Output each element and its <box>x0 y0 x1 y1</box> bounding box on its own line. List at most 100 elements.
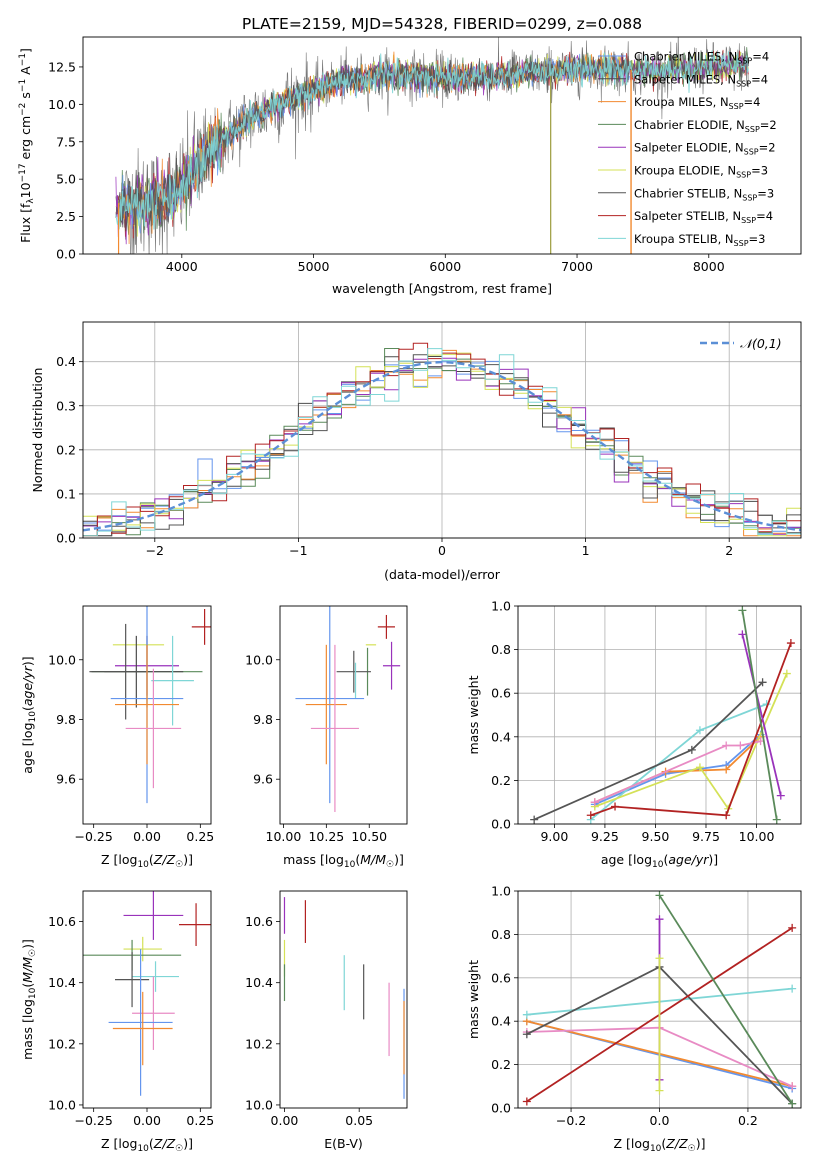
label-part: ( <box>149 852 154 867</box>
label-part: ☉ <box>175 860 183 870</box>
weight-marker <box>530 815 539 824</box>
x-tick-label: 0.25 <box>186 1113 214 1128</box>
y-tick-label: 0.2 <box>491 773 511 788</box>
label-part: 10 <box>652 860 664 870</box>
label-part: 10 <box>137 1144 149 1154</box>
y-tick-label: 0.0 <box>56 247 76 262</box>
label-part: / <box>20 677 35 684</box>
weight-series-line <box>533 681 764 821</box>
label-part: −17 <box>18 163 28 182</box>
x-tick-label: 9.25 <box>591 829 619 844</box>
x-tick-label: 7000 <box>561 259 593 274</box>
weight-marker <box>788 923 797 932</box>
legend-entry: Salpeter ELODIE, NSSP=2 <box>634 141 776 157</box>
y-axis-label: Flux [fλ10−17 erg cm−2 s−1 A−1] <box>18 48 36 243</box>
label-part: yr <box>695 852 709 867</box>
label-part: ☉ <box>688 1144 696 1154</box>
legend-entry: Kroupa STELIB, NSSP=3 <box>634 232 765 248</box>
label-part: ] <box>18 48 33 53</box>
age-vs-metallicity-panel: −0.25 0.00 0.259.69.810.0Z [log10(Z/Z☉)]ag… <box>20 605 214 870</box>
weight-vs-age-panel: 9.00 9.25 9.50 9.75 10.00 0.0 0.2 0.4 0.6 0.8 1.0 a… <box>466 599 802 870</box>
axes-frame <box>82 605 212 825</box>
weight-series-line <box>741 610 778 820</box>
y-tick-label: 0.0 <box>491 1101 511 1116</box>
y-tick-label: 10.0 <box>48 97 76 112</box>
y-tick-label: 10.0 <box>48 652 76 667</box>
plot-area <box>295 606 401 813</box>
x-tick-label: 2 <box>725 543 733 558</box>
y-tick-label: 0.4 <box>491 729 511 744</box>
label-part: ( <box>20 706 35 711</box>
legend-entry: Chabrier STELIB, NSSP=3 <box>634 186 774 202</box>
x-tick-label: −2 <box>146 543 164 558</box>
y-tick-label: 10.2 <box>245 1036 273 1051</box>
label-part: M <box>375 852 386 867</box>
weight-marker <box>695 763 704 772</box>
legend-entry-tail: =4 <box>756 209 773 223</box>
x-tick-label: 4000 <box>166 259 198 274</box>
weight-marker <box>611 802 620 811</box>
y-tick-label: 0.6 <box>491 970 511 985</box>
weight-marker <box>788 1099 797 1108</box>
y-axis-label: age [log10(age/yr)] <box>20 656 38 773</box>
legend-entry-main: Kroupa ELODIE, N <box>634 164 736 178</box>
label-part: / <box>161 1136 168 1151</box>
label-part: Z <box>166 1136 176 1151</box>
weight-marker <box>722 811 731 820</box>
label-part: M <box>20 972 35 983</box>
x-tick-label: 0.00 <box>133 1113 161 1128</box>
y-tick-label: 10.2 <box>48 1036 76 1051</box>
label-part: ☉ <box>28 949 38 957</box>
y-tick-label: 0.1 <box>56 486 76 501</box>
y-tick-label: 9.6 <box>253 772 273 787</box>
legend-entry-main: Kroupa MILES, N <box>634 95 729 109</box>
model-spectrum-line <box>115 50 749 230</box>
label-part: / <box>20 966 35 973</box>
label-part: Flux [f <box>18 203 33 243</box>
label-part: ☉ <box>175 1144 183 1154</box>
axes-frame <box>82 36 802 255</box>
x-axis-label: mass [log10(M/M☉)] <box>283 852 404 870</box>
x-tick-label: 9.50 <box>642 829 670 844</box>
y-tick-label: 10.0 <box>48 1097 76 1112</box>
y-tick-label: 7.5 <box>56 134 76 149</box>
label-part: Z <box>665 1136 675 1151</box>
x-tick-label: 0.0 <box>650 1113 670 1128</box>
x-tick-label: −0.25 <box>75 1113 113 1128</box>
weight-marker <box>722 741 731 750</box>
label-part: )] <box>394 852 404 867</box>
label-part: / <box>674 1136 681 1151</box>
y-tick-label: 0.8 <box>491 927 511 942</box>
x-tick-label: 9.75 <box>692 829 720 844</box>
weight-marker <box>695 726 704 735</box>
axes-frame <box>82 321 802 539</box>
label-part: Z <box>678 1136 688 1151</box>
x-axis-label: Z [log10(Z/Z☉)] <box>613 1136 705 1154</box>
weight-marker <box>687 745 696 754</box>
label-part: mass [log <box>283 852 344 867</box>
x-axis-label: wavelength [Angstrom, rest frame] <box>332 281 552 296</box>
label-part: s <box>18 92 33 103</box>
legend-entry-sub: SSP <box>736 79 751 88</box>
label-part: 10 <box>344 860 356 870</box>
weight-series-line <box>658 894 793 1105</box>
x-tick-label: 10.00 <box>739 829 775 844</box>
y-tick-label: 9.6 <box>56 772 76 787</box>
label-part: )] <box>183 1136 193 1151</box>
y-tick-label: 9.8 <box>56 712 76 727</box>
label-part: λ <box>26 198 36 204</box>
y-tick-label: 12.5 <box>48 59 76 74</box>
legend-entry-tail: =4 <box>751 72 768 86</box>
y-tick-label: 10.6 <box>245 914 273 929</box>
legend-entry: 𝒩(0,1) <box>740 336 782 351</box>
weight-series-line <box>741 634 782 796</box>
label-part: Z [log <box>101 1136 137 1151</box>
weight-marker <box>522 1097 531 1106</box>
label-part: )] <box>708 852 718 867</box>
label-part: −1 <box>18 79 28 92</box>
label-part: / <box>161 852 168 867</box>
x-tick-label: 8000 <box>693 259 725 274</box>
weight-marker <box>758 678 767 687</box>
